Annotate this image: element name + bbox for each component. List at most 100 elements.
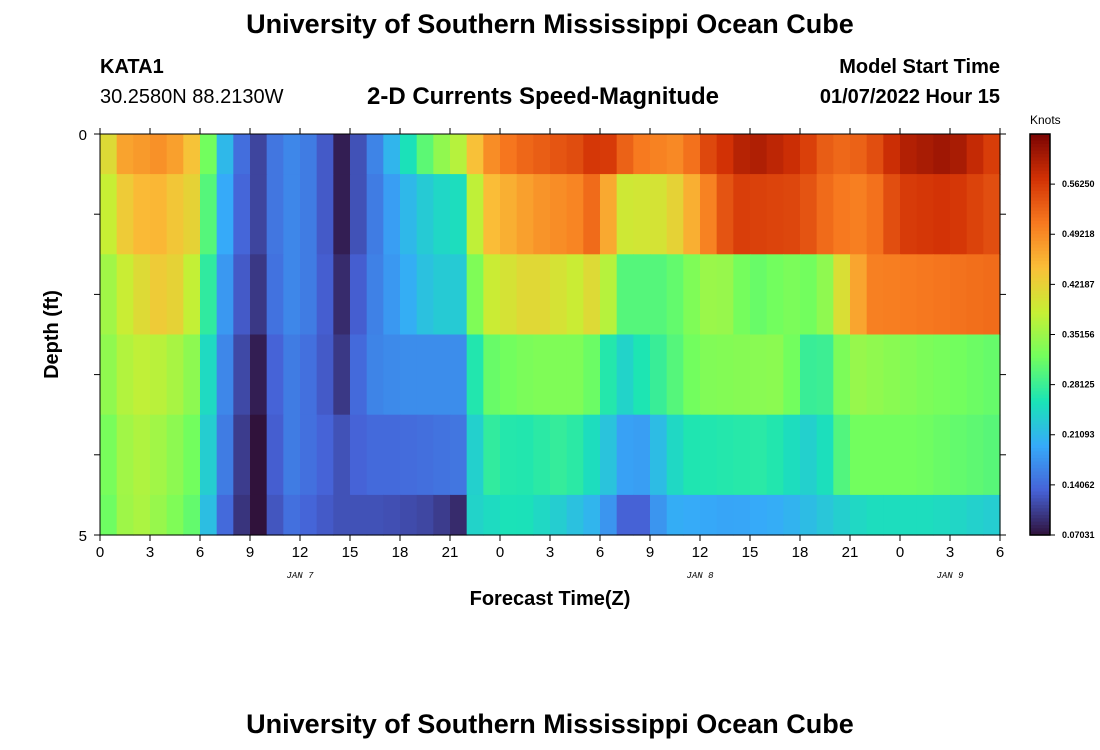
heatmap-cell [166,134,184,175]
colorbar-segment [1030,508,1050,513]
heatmap-cell [866,134,884,175]
heatmap-cell [850,134,868,175]
colorbar-segment [1030,394,1050,399]
heatmap-cell [516,414,534,496]
colorbar-segment [1030,224,1050,229]
colorbar-segment [1030,164,1050,169]
x-tick-label: 12 [292,544,309,561]
heatmap-cell [650,414,668,496]
heatmap-cell [150,334,168,416]
colorbar-segment [1030,240,1050,245]
colorbar-segment [1030,170,1050,175]
heatmap-cell [116,134,134,175]
heatmap-cell [433,494,451,536]
heatmap-cell [633,334,651,416]
heatmap-cell [200,334,218,416]
colorbar-segment [1030,444,1050,449]
heatmap-cell [800,174,818,255]
heatmap-cell [233,494,251,536]
heatmap-cell [750,494,768,536]
colorbar-segment [1030,531,1050,536]
heatmap-cell [250,334,268,416]
heatmap-cell [750,414,768,496]
heatmap-cell [900,494,918,536]
heatmap-cell [766,414,784,496]
heatmap-cell [383,174,401,255]
heatmap-cell [966,334,984,416]
heatmap-cell [400,134,418,175]
heatmap-cell [366,134,384,175]
heatmap-cell [383,254,401,336]
colorbar-segment [1030,491,1050,496]
heatmap-cell [866,414,884,496]
heatmap-cell [450,494,468,536]
heatmap-cell [750,254,768,336]
colorbar-segment [1030,197,1050,202]
heatmap-cell [916,254,934,336]
heatmap-cell [683,334,701,416]
heatmap-cell [133,494,151,536]
heatmap-cell [366,494,384,536]
heatmap-cell [183,414,201,496]
colorbar-segment [1030,331,1050,336]
heatmap-cell [650,334,668,416]
x-tick-label: 3 [546,544,554,561]
heatmap-cell [250,494,268,536]
heatmap-cell [500,334,518,416]
colorbar-segment [1030,180,1050,185]
heatmap-cell [866,334,884,416]
heatmap-cell [983,134,1001,175]
heatmap-cell [233,134,251,175]
heatmap-cell [383,494,401,536]
heatmap-cell [400,174,418,255]
colorbar-segment [1030,184,1050,189]
heatmap-cell [466,174,484,255]
heatmap-cell [366,254,384,336]
colorbar-tick-label: 0.07031 [1062,530,1095,540]
x-tick-label: 0 [496,544,504,561]
colorbar-segment [1030,220,1050,225]
heatmap-cell [433,334,451,416]
heatmap-cell [716,174,734,255]
heatmap-cell [183,494,201,536]
heatmap-cell [333,494,351,536]
heatmap-cell [966,174,984,255]
colorbar-segment [1030,461,1050,466]
colorbar-segment [1030,351,1050,356]
colorbar-segment [1030,374,1050,379]
heatmap-cell [850,334,868,416]
colorbar-segment [1030,424,1050,429]
heatmap-cell [400,254,418,336]
heatmap-cell [966,134,984,175]
colorbar-segment [1030,271,1050,275]
heatmap-cell [550,134,568,175]
heatmap-cell [333,134,351,175]
heatmap-cell [416,254,434,336]
heatmap-cell [150,254,168,336]
colorbar-segment [1030,150,1050,155]
heatmap-cell [333,254,351,336]
x-tick-label: 18 [792,544,809,561]
colorbar-segment [1030,137,1050,142]
heatmap-cell [250,254,268,336]
colorbar-segment [1030,334,1050,339]
heatmap-cell [733,334,751,416]
colorbar-segment [1030,414,1050,419]
colorbar-segment [1030,381,1050,386]
heatmap-cell [283,174,301,255]
heatmap-cell [300,254,318,336]
heatmap-cell [433,414,451,496]
heatmap-cell [133,174,151,255]
colorbar-segment [1030,344,1050,349]
heatmap-cell [233,334,251,416]
heatmap-cell [333,414,351,496]
colorbar-segment [1030,384,1050,389]
heatmap-cell [816,334,834,416]
model-start-label: Model Start Time [839,56,1000,78]
colorbar-segment [1030,434,1050,439]
heatmap-cell [600,254,618,336]
heatmap-cell [450,414,468,496]
heatmap-cell [666,254,684,336]
heatmap-cell [666,334,684,416]
heatmap-cell [916,334,934,416]
